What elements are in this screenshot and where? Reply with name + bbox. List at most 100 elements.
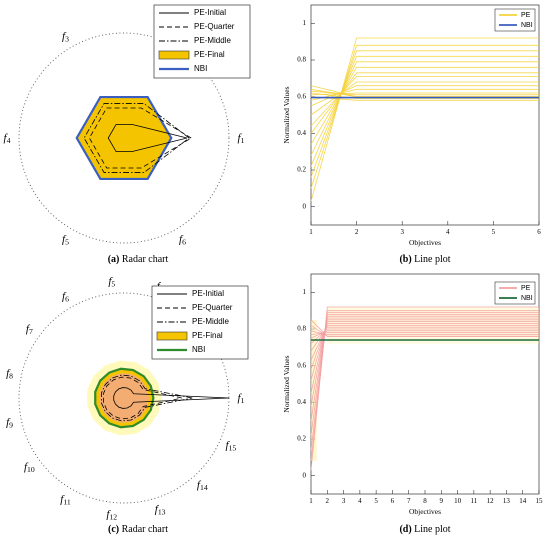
pe-line-4 [310, 61, 539, 156]
radar-axis-label-f6-text: f6 [179, 233, 186, 246]
radar-axis-label-f4-letter: f [4, 132, 9, 144]
radar-axis-label-f4-text: f4 [4, 132, 11, 145]
radar-axis-label-f15-letter: f [226, 439, 231, 451]
pe-line-1 [310, 310, 539, 462]
radar-axis-label-f5-index: 5 [111, 279, 115, 288]
x-tick-label: 4 [358, 497, 362, 505]
legend-entry-pe-middle-label: PE-Middle [194, 36, 231, 45]
x-tick-label: 4 [446, 228, 450, 236]
radar-axis-label-f9-text: f9 [6, 416, 13, 429]
legend-entry-pe-final-label: PE-Final [194, 50, 225, 59]
radar-axis-label-f15-text: f15 [226, 439, 237, 452]
radar-axis-label-f14-letter: f [197, 478, 202, 490]
caption-c: (c) Radar chart [108, 524, 168, 535]
legend-entry-pe-initial-label: PE-Initial [192, 289, 224, 298]
y-tick-label: 0.4 [297, 398, 306, 406]
caption-c-letter: (c) [108, 524, 119, 535]
radar-axis-label-f6-index: 6 [65, 294, 69, 303]
pe-line-12 [310, 330, 539, 339]
caption-d-text: Line plot [414, 524, 451, 535]
radar-axis-label-f13-text: f13 [155, 503, 166, 516]
pe-line-5 [310, 66, 539, 145]
radar-axis-label-f3-text: f3 [62, 30, 69, 43]
x-tick-label: 3 [400, 228, 404, 236]
radar-axis-label-f10: f10 [24, 460, 35, 473]
radar-axis-label-f8-index: 8 [9, 371, 13, 380]
radar-axis-label-f10-letter: f [24, 460, 29, 472]
x-tick-label: 13 [503, 497, 511, 505]
pe-line-3 [310, 313, 539, 436]
radar-axis-label-f11-text: f11 [60, 493, 71, 506]
legend-entry-nbi-label: NBI [192, 345, 205, 354]
radar-axis-label-f12-letter: f [106, 508, 111, 520]
radar-axis-label-f11-index: 11 [63, 497, 71, 506]
plot-frame [310, 4, 540, 226]
x-tick-label: 15 [536, 497, 544, 505]
caption-b: (b) Line plot [399, 254, 450, 265]
radar-axis-label-f11: f11 [60, 493, 71, 506]
x-tick-label: 5 [492, 228, 496, 236]
y-tick-label: 0.4 [297, 129, 306, 137]
radar-axis-label-f5-text: f5 [108, 275, 115, 288]
radar-series-pe-initial [107, 123, 188, 153]
y-tick-label: 0 [303, 202, 307, 210]
pe-line-5 [310, 317, 539, 407]
radar-axis-label-f8: f8 [6, 367, 13, 380]
pe-line-6 [310, 319, 539, 394]
y-tick-label: 0.8 [297, 325, 306, 333]
pe-line-0 [310, 306, 539, 471]
radar-axis-label-f6-letter: f [179, 233, 184, 245]
radar-axis-label-f12: f12 [106, 508, 117, 521]
pe-line-14 [310, 85, 539, 98]
legend-entry-pe-final-swatch [156, 331, 188, 341]
y-tick-label: 0.8 [297, 56, 306, 64]
legend-entry-pe-final-swatch [158, 50, 190, 60]
radar-legend-box [153, 4, 251, 79]
radar-series-pe-quarter [88, 107, 192, 169]
pe-line-10 [310, 88, 539, 101]
radar-axis-label-f5-letter: f [62, 233, 67, 245]
caption-a: (a) Radar chart [108, 254, 169, 265]
pe-line-16 [310, 96, 539, 101]
legend-pe-label: PE [521, 12, 531, 19]
radar-axis-label-f6-letter: f [62, 290, 67, 302]
radar-axis-label-f3: f3 [62, 30, 69, 43]
radar-axis-label-f8-letter: f [6, 367, 11, 379]
caption-b-text: Line plot [414, 254, 451, 265]
legend-entry-pe-middle-label: PE-Middle [192, 317, 229, 326]
radar-axis-label-f1: f1 [238, 132, 245, 145]
radar-axis-label-f7-text: f7 [26, 323, 33, 336]
legend-entry-pe-quarter-label: PE-Quarter [192, 303, 233, 312]
x-tick-label: 3 [342, 497, 346, 505]
legend-nbi-label: NBI [521, 295, 533, 302]
line-plot-b: 0 0.2 0.4 0.6 0.8 1 1 2 3 4 5 6 Objectives Normalized… [282, 4, 541, 247]
radar-axis-label-f5: f5 [62, 233, 69, 246]
radar-axis-label-f14-text: f14 [197, 478, 208, 491]
radar-axis-label-f13: f13 [155, 503, 166, 516]
pe-line-13 [310, 332, 539, 335]
y-tick-label: 0.2 [297, 435, 306, 443]
radar-axis-label-f3-letter: f [62, 30, 67, 42]
caption-c-text: Radar chart [122, 524, 169, 535]
radar-axis-label-f13-letter: f [155, 503, 160, 515]
pe-line-10 [310, 326, 539, 352]
radar-axis-label-f1-index: 1 [241, 136, 245, 145]
line-plot-d: 00.20.40.60.811 2 3 4 5 6 7 8 9 10 11 12 13 14 15Objec… [282, 273, 544, 516]
radar-axis-label-f5-text: f5 [62, 233, 69, 246]
radar-axis-label-f15-index: 15 [229, 443, 237, 452]
radar-axis-label-f10-index: 10 [27, 465, 35, 474]
pe-line-0 [310, 37, 539, 202]
x-axis-label: Objectives [409, 238, 441, 247]
x-tick-label: 12 [487, 497, 495, 505]
radar-axis-label-f4: f4 [4, 132, 11, 145]
radar-chart-a: f1f2f3f4f5f6PE-InitialPE-QuarterPE-Middl… [4, 4, 251, 246]
y-tick-label: 0 [303, 471, 307, 479]
radar-axis-label-f5-letter: f [108, 275, 113, 287]
radar-axis-label-f6-text: f6 [62, 290, 69, 303]
radar-axis-label-f1: f1 [238, 392, 245, 405]
radar-axis-label-f7-index: 7 [29, 327, 33, 336]
radar-axis-label-f9-letter: f [6, 416, 11, 428]
radar-axis-label-f4-index: 4 [7, 136, 11, 145]
radar-axis-label-f12-text: f12 [106, 508, 117, 521]
